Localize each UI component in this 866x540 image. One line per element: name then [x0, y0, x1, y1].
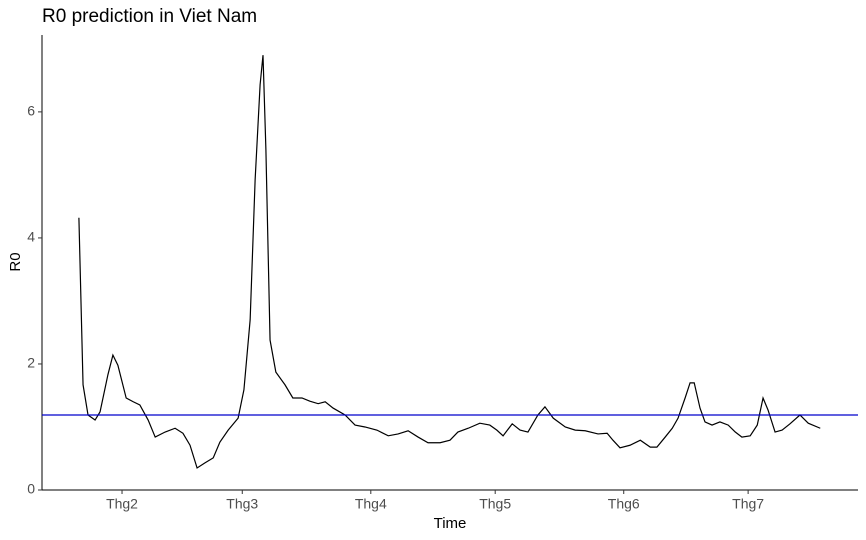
- y-tick-label: 6: [27, 103, 35, 119]
- y-tick-label: 4: [27, 229, 35, 245]
- x-tick-label: Thg2: [106, 496, 138, 512]
- x-tick-label: Thg3: [226, 496, 258, 512]
- y-axis-label: R0: [7, 252, 24, 271]
- chart-title: R0 prediction in Viet Nam: [42, 6, 257, 27]
- x-tick-label: Thg6: [608, 496, 640, 512]
- x-axis-label: Time: [434, 515, 467, 532]
- line-series: [78, 55, 821, 469]
- y-tick-label: 0: [27, 481, 35, 497]
- x-tick-label: Thg4: [355, 496, 387, 512]
- x-tick-label: Thg7: [732, 496, 764, 512]
- y-tick-label: 2: [27, 355, 35, 371]
- x-tick-label: Thg5: [479, 496, 511, 512]
